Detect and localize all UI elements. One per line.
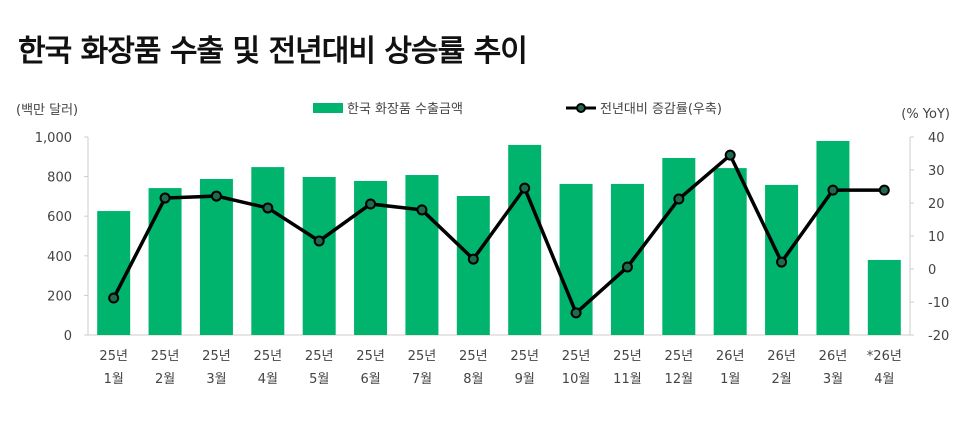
left-tick-label: 200 (47, 289, 72, 304)
left-tick-label: 600 (47, 210, 72, 225)
left-tick-label: 400 (47, 250, 72, 265)
bar (867, 259, 901, 335)
x-tick-label-month: 1월 (104, 372, 124, 387)
bar (302, 176, 336, 335)
x-tick-label-year: 26년 (819, 349, 848, 364)
x-tick-label-year: 25년 (151, 349, 180, 364)
x-tick-label-year: 25년 (562, 349, 591, 364)
x-tick-label-year: 25년 (305, 349, 334, 364)
line-point (621, 261, 633, 273)
x-tick-label-month: 4월 (874, 372, 894, 387)
line-point (365, 198, 377, 210)
right-tick-label: 0 (928, 263, 936, 278)
bar (456, 196, 490, 335)
right-tick-label: -10 (928, 296, 949, 311)
legend-line-label: 전년대비 증감률(우축) (600, 102, 722, 117)
right-tick-label: 30 (928, 164, 945, 179)
line-point (108, 292, 120, 304)
bar (610, 183, 644, 335)
left-tick-label: 1,000 (35, 131, 72, 146)
line-point (724, 149, 736, 161)
bar (148, 188, 182, 335)
line-point (776, 256, 788, 268)
x-tick-label-year: 25년 (459, 349, 488, 364)
x-tick-label-month: 7월 (412, 372, 432, 387)
x-tick-label-month: 3월 (823, 372, 843, 387)
x-tick-label-month: 2월 (155, 372, 175, 387)
bar (199, 178, 233, 335)
line-point (878, 184, 890, 196)
x-tick-label-month: 9월 (515, 372, 535, 387)
left-axis-label: (백만 달러) (16, 103, 78, 118)
bar (251, 167, 285, 335)
line-point (210, 190, 222, 202)
right-tick-label: -20 (928, 329, 949, 344)
line-point (827, 184, 839, 196)
bar (508, 144, 542, 335)
chart-title: 한국 화장품 수출 및 전년대비 상승률 추이 (18, 34, 528, 69)
x-tick-label-year: 25년 (202, 349, 231, 364)
right-tick-label: 10 (928, 230, 945, 245)
line-point (570, 307, 582, 319)
x-tick-label-year: 25년 (254, 349, 283, 364)
yoy-line (112, 152, 885, 316)
line-point (262, 202, 274, 214)
x-tick-label-month: 4월 (258, 372, 278, 387)
legend-line-marker (576, 103, 586, 113)
legend-bar-label: 한국 화장품 수출금액 (347, 102, 463, 117)
x-tick-label-year: 25년 (665, 349, 694, 364)
x-tick-label-year: 26년 (716, 349, 745, 364)
x-tick-label-year: 25년 (356, 349, 385, 364)
x-tick-label-year: 25년 (408, 349, 437, 364)
x-tick-label-month: 1월 (720, 372, 740, 387)
legend-bar-swatch (313, 103, 343, 113)
x-tick-label-year: 26년 (767, 349, 796, 364)
x-tick-label-month: 11월 (613, 372, 642, 387)
bar (713, 168, 747, 335)
right-tick-label: 40 (928, 131, 945, 146)
x-tick-label-month: 12월 (665, 372, 694, 387)
line-point (519, 182, 531, 194)
x-tick-label-month: 5월 (309, 372, 329, 387)
bar (662, 157, 696, 335)
line-point (313, 235, 325, 247)
x-tick-label-year: *26년 (867, 349, 902, 364)
bar (816, 140, 850, 335)
line-point (159, 192, 171, 204)
x-tick-label-year: 25년 (613, 349, 642, 364)
x-tick-label-month: 6월 (360, 372, 380, 387)
line-point (467, 253, 479, 265)
left-tick-label: 800 (47, 171, 72, 186)
line-point (673, 193, 685, 205)
right-tick-label: 20 (928, 197, 945, 212)
bar (405, 175, 439, 335)
right-axis-label: (% YoY) (901, 107, 950, 122)
x-tick-label-month: 8월 (463, 372, 483, 387)
x-tick-label-year: 25년 (99, 349, 128, 364)
x-tick-label-year: 25년 (510, 349, 539, 364)
x-tick-label-month: 3월 (206, 372, 226, 387)
line-point (416, 204, 428, 216)
left-tick-label: 0 (64, 329, 72, 344)
x-tick-label-month: 10월 (562, 372, 591, 387)
x-tick-label-month: 2월 (771, 372, 791, 387)
